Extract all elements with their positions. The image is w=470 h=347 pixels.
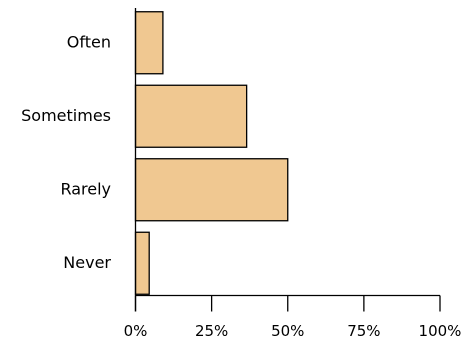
category-label-never: Never [63,253,111,272]
bar-often [134,11,164,75]
category-label-often: Often [67,32,111,51]
x-tick-label-25: 25% [195,322,228,340]
bar-sometimes [134,84,248,148]
x-tick-label-50: 50% [271,322,304,340]
x-tick-label-100: 100% [419,322,462,340]
category-labels: Often Sometimes Rarely Never [21,32,111,272]
bar-rarely [134,158,289,222]
x-axis: 0% 25% 50% 75% 100% [124,8,462,340]
bar-never [134,231,150,295]
category-label-rarely: Rarely [60,179,111,198]
bars-group [134,11,289,295]
category-label-sometimes: Sometimes [21,106,111,125]
x-tick-label-75: 75% [347,322,380,340]
x-tick-label-0: 0% [124,322,148,340]
